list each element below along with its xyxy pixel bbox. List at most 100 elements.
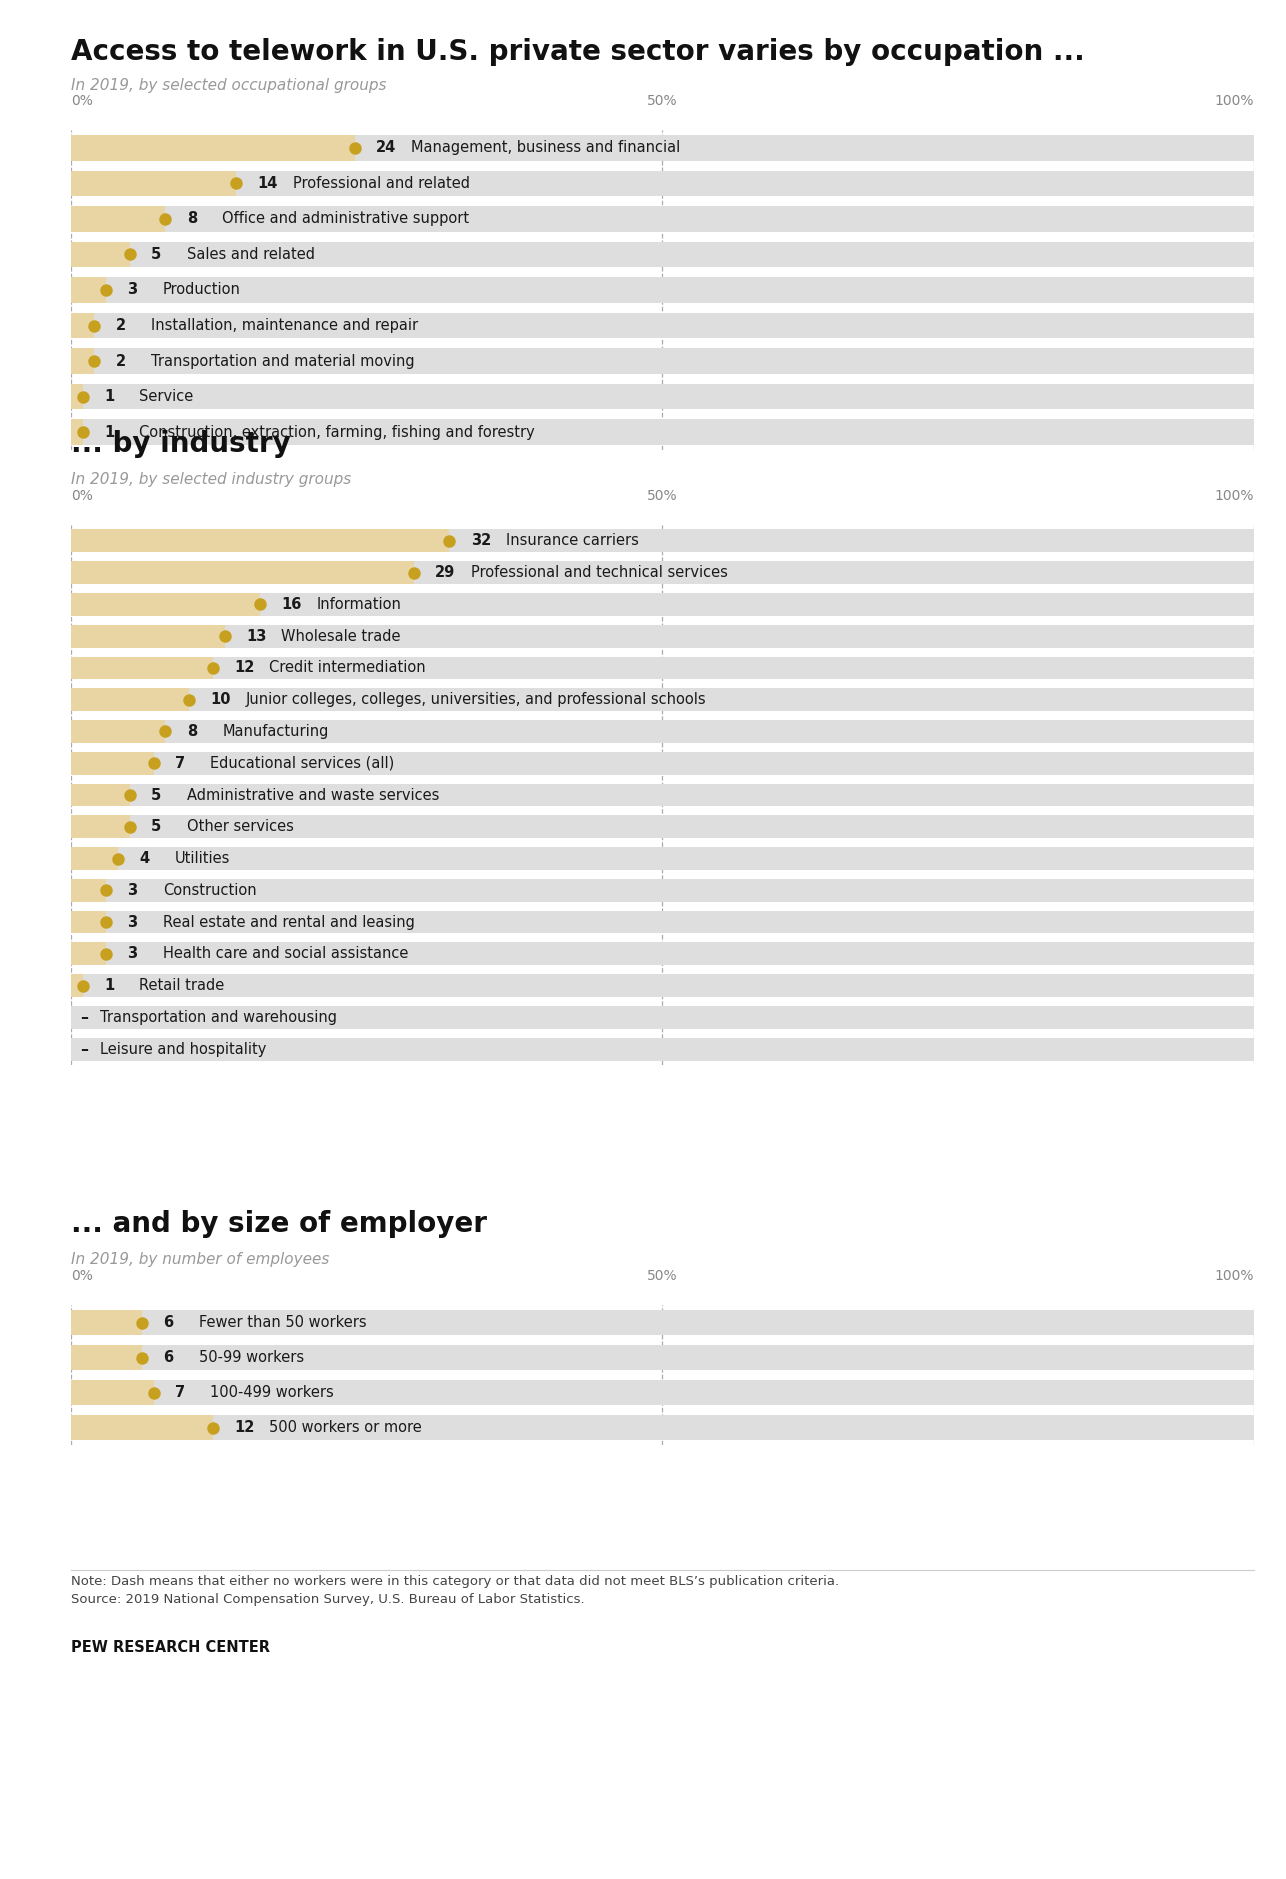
- Bar: [71, 911, 107, 934]
- Text: Health care and social assistance: Health care and social assistance: [163, 947, 409, 962]
- Text: 100%: 100%: [1214, 94, 1254, 107]
- Bar: [71, 752, 153, 774]
- Bar: [71, 348, 94, 374]
- Bar: [71, 688, 189, 710]
- Text: 1: 1: [104, 979, 114, 994]
- Text: Utilities: Utilities: [175, 851, 230, 866]
- Bar: [71, 207, 1254, 231]
- Bar: [71, 943, 107, 966]
- Text: Construction, extraction, farming, fishing and forestry: Construction, extraction, farming, fishi…: [139, 425, 535, 440]
- Bar: [71, 1005, 1254, 1030]
- Text: 5: 5: [152, 246, 162, 261]
- Bar: [71, 242, 130, 267]
- Text: 50%: 50%: [647, 1268, 678, 1283]
- Text: 50-99 workers: 50-99 workers: [198, 1349, 303, 1364]
- Text: 5: 5: [152, 787, 162, 802]
- Text: 13: 13: [246, 629, 266, 644]
- Bar: [71, 624, 225, 648]
- Bar: [71, 815, 1254, 838]
- Text: Insurance carriers: Insurance carriers: [507, 534, 639, 549]
- Text: Note: Dash means that either no workers were in this category or that data did n: Note: Dash means that either no workers …: [71, 1575, 838, 1607]
- Bar: [71, 530, 1254, 552]
- Bar: [71, 278, 1254, 303]
- Text: Sales and related: Sales and related: [186, 246, 315, 261]
- Bar: [71, 312, 94, 338]
- Text: 100%: 100%: [1214, 489, 1254, 504]
- Bar: [71, 1345, 141, 1370]
- Text: Fewer than 50 workers: Fewer than 50 workers: [198, 1315, 367, 1330]
- Bar: [71, 594, 260, 616]
- Bar: [71, 784, 130, 806]
- Text: 12: 12: [234, 660, 255, 675]
- Text: 2: 2: [116, 353, 126, 368]
- Bar: [71, 419, 1254, 445]
- Bar: [71, 562, 414, 584]
- Text: Other services: Other services: [186, 819, 293, 834]
- Text: Professional and technical services: Professional and technical services: [471, 566, 728, 581]
- Text: Retail trade: Retail trade: [139, 979, 225, 994]
- Bar: [71, 656, 1254, 680]
- Text: 7: 7: [175, 755, 185, 770]
- Text: ... by industry: ... by industry: [71, 430, 291, 458]
- Bar: [71, 847, 118, 870]
- Text: PEW RESEARCH CENTER: PEW RESEARCH CENTER: [71, 1640, 270, 1655]
- Text: 8: 8: [186, 723, 197, 738]
- Bar: [71, 207, 166, 231]
- Text: 3: 3: [127, 915, 138, 930]
- Text: 3: 3: [127, 883, 138, 898]
- Text: 24: 24: [376, 141, 396, 156]
- Bar: [71, 135, 355, 160]
- Text: 3: 3: [127, 947, 138, 962]
- Text: –: –: [80, 1041, 89, 1056]
- Bar: [71, 656, 212, 680]
- Text: Administrative and waste services: Administrative and waste services: [186, 787, 439, 802]
- Bar: [71, 171, 1254, 195]
- Text: In 2019, by selected industry groups: In 2019, by selected industry groups: [71, 472, 351, 487]
- Text: Management, business and financial: Management, business and financial: [412, 141, 680, 156]
- Text: 50%: 50%: [647, 94, 678, 107]
- Bar: [71, 171, 237, 195]
- Text: Leisure and hospitality: Leisure and hospitality: [100, 1041, 266, 1056]
- Bar: [71, 312, 1254, 338]
- Bar: [71, 784, 1254, 806]
- Text: Wholesale trade: Wholesale trade: [282, 629, 401, 644]
- Text: 4: 4: [139, 851, 149, 866]
- Text: Junior colleges, colleges, universities, and professional schools: Junior colleges, colleges, universities,…: [246, 691, 706, 707]
- Text: In 2019, by selected occupational groups: In 2019, by selected occupational groups: [71, 79, 386, 92]
- Text: Real estate and rental and leasing: Real estate and rental and leasing: [163, 915, 415, 930]
- Bar: [71, 879, 107, 902]
- Text: 32: 32: [471, 534, 491, 549]
- Text: Service: Service: [139, 389, 194, 404]
- Bar: [71, 1415, 212, 1439]
- Text: In 2019, by number of employees: In 2019, by number of employees: [71, 1251, 329, 1266]
- Bar: [71, 594, 1254, 616]
- Text: –: –: [80, 1009, 89, 1024]
- Text: Transportation and warehousing: Transportation and warehousing: [100, 1009, 337, 1024]
- Text: 10: 10: [211, 691, 231, 707]
- Bar: [71, 419, 82, 445]
- Text: 0%: 0%: [71, 489, 93, 504]
- Text: Information: Information: [316, 598, 401, 613]
- Bar: [71, 1037, 1254, 1060]
- Text: 29: 29: [435, 566, 455, 581]
- Text: Production: Production: [163, 282, 240, 297]
- Bar: [71, 624, 1254, 648]
- Bar: [71, 1310, 1254, 1336]
- Text: 6: 6: [163, 1315, 174, 1330]
- Bar: [71, 973, 1254, 998]
- Bar: [71, 530, 449, 552]
- Text: 2: 2: [116, 318, 126, 333]
- Text: 6: 6: [163, 1349, 174, 1364]
- Text: Manufacturing: Manufacturing: [222, 723, 328, 738]
- Bar: [71, 973, 82, 998]
- Bar: [71, 911, 1254, 934]
- Text: Credit intermediation: Credit intermediation: [270, 660, 426, 675]
- Text: 1: 1: [104, 389, 114, 404]
- Text: 5: 5: [152, 819, 162, 834]
- Text: 12: 12: [234, 1421, 255, 1436]
- Bar: [71, 135, 1254, 160]
- Bar: [71, 383, 82, 410]
- Bar: [71, 1379, 1254, 1405]
- Text: Educational services (all): Educational services (all): [211, 755, 395, 770]
- Text: 100%: 100%: [1214, 1268, 1254, 1283]
